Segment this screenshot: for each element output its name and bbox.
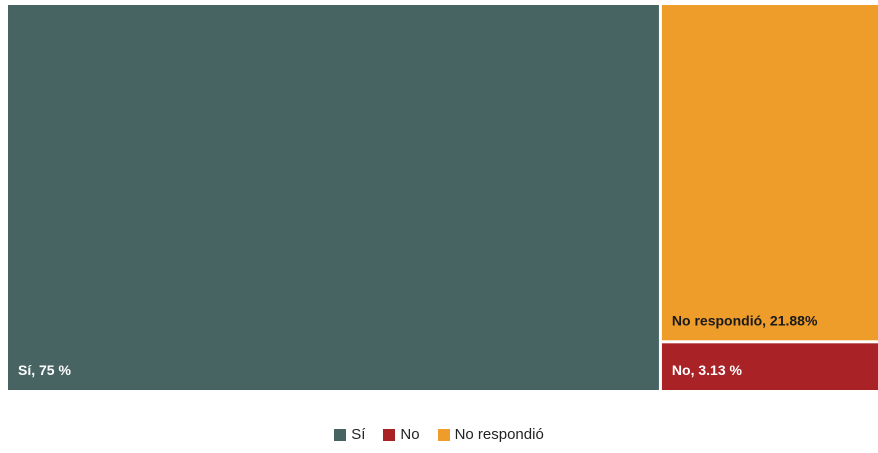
treemap-label-no-respondio: No respondió, 21.88% xyxy=(672,312,818,328)
legend-label-si: Sí xyxy=(351,426,366,443)
treemap-label-si: Sí, 75 % xyxy=(18,362,71,378)
legend-label-no: No xyxy=(400,426,420,443)
treemap-cell-si: Sí, 75 % xyxy=(8,5,659,390)
legend-item-no-respondio: No respondió xyxy=(437,426,544,443)
treemap-cell-no: No, 3.13 % xyxy=(661,343,878,390)
treemap-cell-no-respondio: No respondió, 21.88% xyxy=(661,5,878,341)
legend-label-no-respondio: No respondió xyxy=(454,426,544,443)
legend-item-no: No xyxy=(383,426,420,443)
chart-legend: Sí No No respondió xyxy=(0,426,878,443)
treemap-rect-no-respondio xyxy=(661,5,878,341)
legend-swatch-no-respondio xyxy=(437,428,450,441)
treemap-chart: Sí, 75 % No respondió, 21.88% No, 3.13 % xyxy=(8,5,878,390)
treemap-rect-si xyxy=(8,5,659,390)
treemap-rect-no xyxy=(661,343,878,390)
legend-item-si: Sí xyxy=(334,426,365,443)
legend-swatch-no xyxy=(383,428,396,441)
treemap-label-no: No, 3.13 % xyxy=(672,362,743,378)
legend-swatch-si xyxy=(334,428,347,441)
